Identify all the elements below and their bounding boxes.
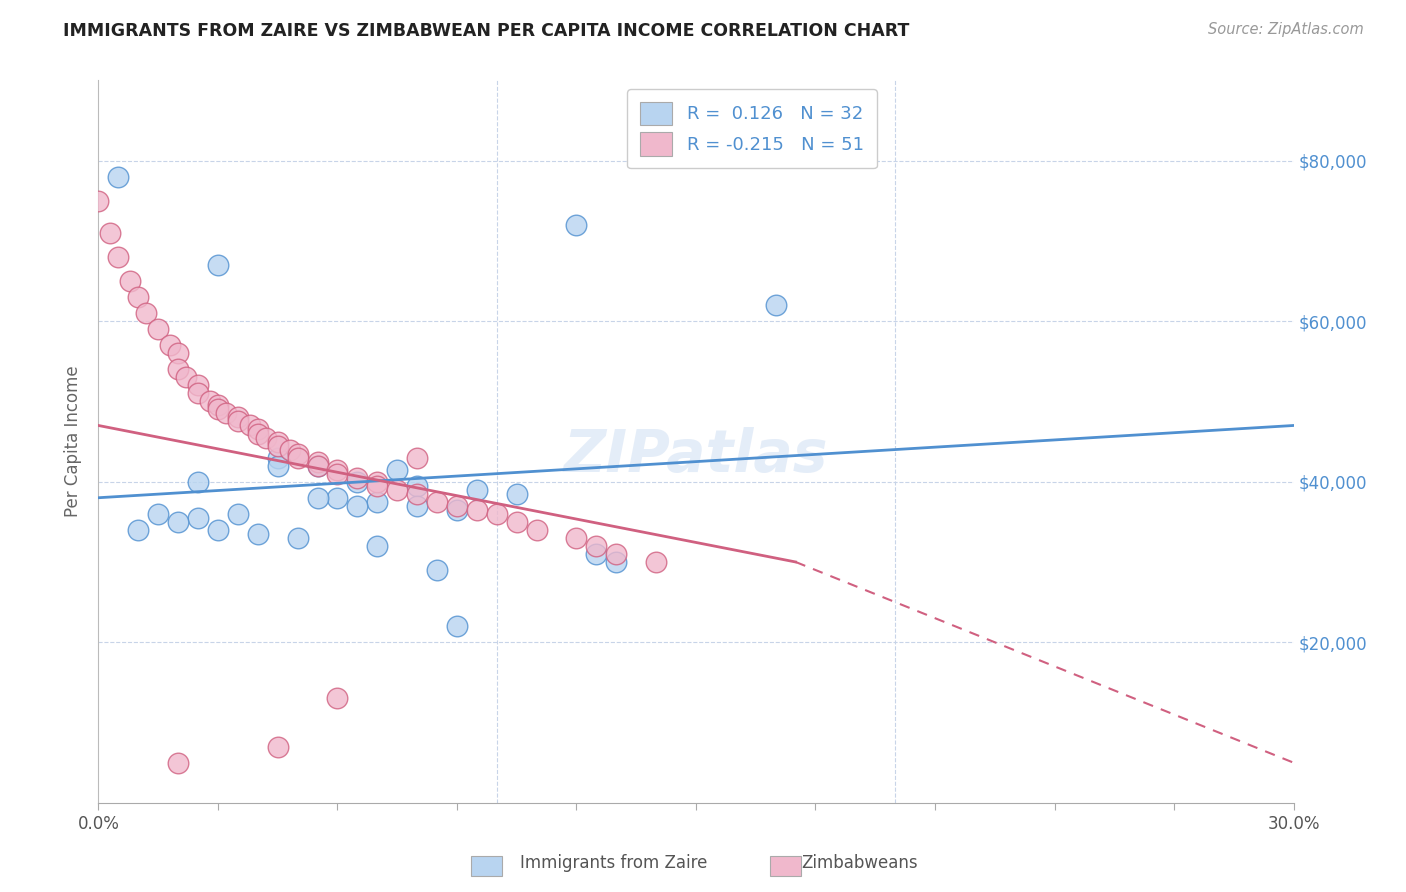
Point [406,486,429,500]
Point [148,322,170,336]
Point [426,563,449,577]
Point [307,454,329,468]
Text: Zimbabweans: Zimbabweans [801,855,918,872]
Point [167,756,190,770]
Point [346,475,368,489]
Point [239,418,262,433]
Point [287,446,309,460]
Point [187,386,209,401]
Point [465,483,488,497]
Point [226,410,249,425]
Point [366,539,388,553]
Point [605,555,627,569]
Point [506,486,529,500]
Point [120,274,142,288]
Point [148,507,170,521]
Point [366,475,388,489]
Point [446,502,468,516]
Point [446,619,468,633]
Text: IMMIGRANTS FROM ZAIRE VS ZIMBABWEAN PER CAPITA INCOME CORRELATION CHART: IMMIGRANTS FROM ZAIRE VS ZIMBABWEAN PER … [63,22,910,40]
Point [307,458,329,473]
Point [565,218,588,232]
Point [267,450,290,465]
Point [645,555,668,569]
Point [215,406,238,420]
Point [207,523,229,537]
Point [326,491,349,505]
Y-axis label: Per Capita Income: Per Capita Income [65,366,83,517]
Point [267,739,290,754]
Point [187,378,209,392]
Point [207,398,229,412]
Point [465,502,488,516]
Point [366,494,388,508]
Point [506,515,529,529]
Text: Immigrants from Zaire: Immigrants from Zaire [520,855,707,872]
Point [346,499,368,513]
Point [406,499,429,513]
Point [167,346,190,360]
Point [107,250,129,264]
Point [267,458,290,473]
Point [287,531,309,545]
Point [385,462,409,476]
Text: Source: ZipAtlas.com: Source: ZipAtlas.com [1208,22,1364,37]
Point [207,258,229,272]
Point [385,483,409,497]
Point [174,370,197,384]
Point [187,475,209,489]
Point [167,515,190,529]
Point [326,467,349,481]
Point [226,507,249,521]
Point [406,478,429,492]
Point [485,507,508,521]
Point [267,438,290,452]
Point [254,430,277,444]
Point [585,539,607,553]
Text: ZIPatlas: ZIPatlas [564,427,828,484]
Point [198,394,221,409]
Point [446,499,468,513]
Point [226,414,249,428]
Point [278,442,301,457]
Point [159,338,181,352]
Point [246,426,269,441]
Point [406,450,429,465]
Point [287,450,309,465]
Point [127,523,149,537]
Point [107,169,129,184]
Point [135,306,157,320]
Point [246,526,269,541]
Point [346,470,368,484]
Point [246,422,269,436]
Point [267,434,290,449]
Point [765,298,787,312]
Point [307,458,329,473]
Point [167,362,190,376]
Point [326,462,349,476]
Point [87,194,110,208]
Point [426,494,449,508]
Point [526,523,548,537]
Point [207,402,229,417]
Point [565,531,588,545]
Point [187,510,209,524]
Legend: R =  0.126   N = 32, R = -0.215   N = 51: R = 0.126 N = 32, R = -0.215 N = 51 [627,89,876,169]
Point [307,491,329,505]
Point [127,290,149,304]
Point [605,547,627,561]
Point [366,478,388,492]
Point [326,691,349,706]
Point [98,226,122,240]
Point [585,547,607,561]
